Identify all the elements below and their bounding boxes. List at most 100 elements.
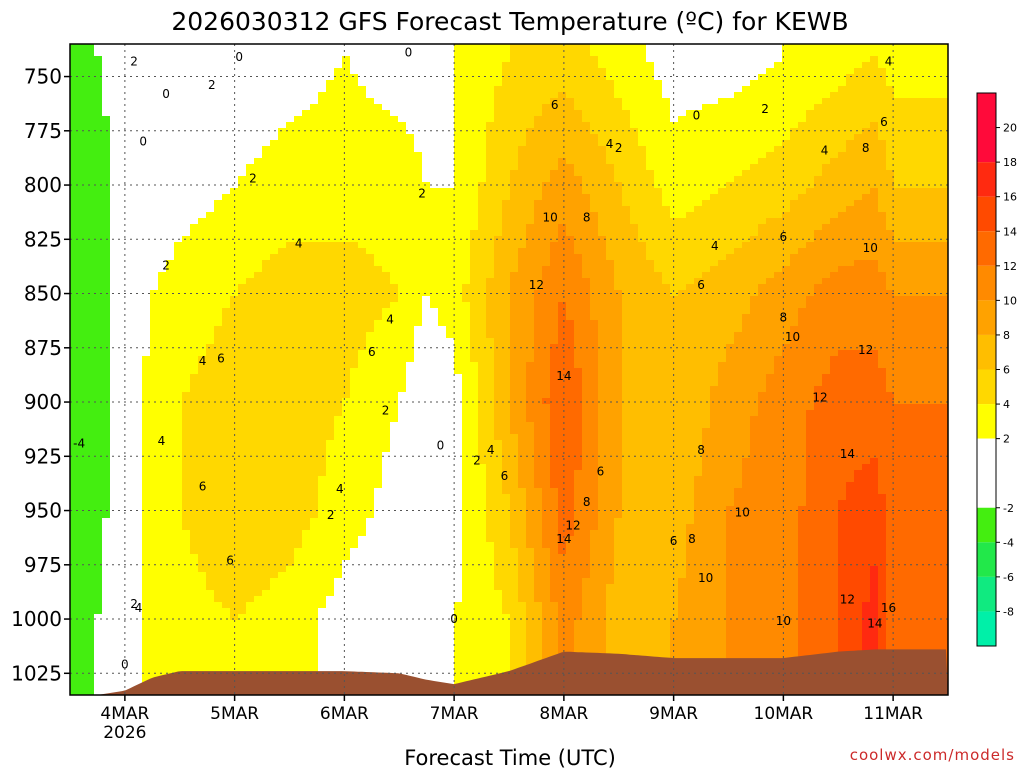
temperature-cell <box>150 338 159 345</box>
temperature-cell <box>174 74 183 81</box>
temperature-cell <box>198 248 207 255</box>
temperature-cell <box>334 212 343 219</box>
temperature-cell <box>422 512 431 519</box>
temperature-cell <box>422 212 431 219</box>
temperature-cell <box>302 512 311 519</box>
temperature-cell <box>342 650 351 657</box>
temperature-cell <box>134 524 143 531</box>
temperature-cell <box>86 524 95 531</box>
temperature-cell <box>214 110 223 117</box>
temperature-cell <box>70 302 79 309</box>
temperature-cell <box>222 644 231 651</box>
temperature-cell <box>422 674 431 681</box>
temperature-cell <box>94 362 103 369</box>
temperature-cell <box>310 638 319 645</box>
temperature-cell <box>134 260 143 267</box>
temperature-cell <box>398 176 407 183</box>
temperature-cell <box>166 68 175 75</box>
temperature-cell <box>70 638 79 645</box>
temperature-cell <box>382 632 391 639</box>
temperature-cell <box>278 320 287 327</box>
temperature-cell <box>326 398 335 405</box>
temperature-cell <box>94 644 103 651</box>
temperature-cell <box>70 230 79 237</box>
temperature-cell <box>398 134 407 141</box>
temperature-cell <box>142 218 151 225</box>
temperature-cell <box>182 284 191 291</box>
temperature-cell <box>318 374 327 381</box>
temperature-cell <box>102 158 111 165</box>
temperature-cell <box>398 512 407 519</box>
temperature-cell <box>78 452 87 459</box>
temperature-cell <box>270 422 279 429</box>
temperature-cell <box>366 98 375 105</box>
temperature-cell <box>126 584 135 591</box>
temperature-cell <box>326 404 335 411</box>
temperature-cell <box>350 140 359 147</box>
temperature-cell <box>70 446 79 453</box>
temperature-cell <box>350 398 359 405</box>
temperature-cell <box>166 620 175 627</box>
temperature-cell <box>406 86 415 93</box>
temperature-cell <box>318 500 327 507</box>
temperature-cell <box>102 536 111 543</box>
temperature-cell <box>94 590 103 597</box>
temperature-cell <box>398 92 407 99</box>
temperature-cell <box>262 98 271 105</box>
temperature-cell <box>278 194 287 201</box>
temperature-cell <box>110 476 119 483</box>
temperature-cell <box>118 212 127 219</box>
temperature-cell <box>350 566 359 573</box>
temperature-cell <box>198 560 207 567</box>
temperature-cell <box>174 632 183 639</box>
temperature-cell <box>78 416 87 423</box>
temperature-cell <box>142 464 151 471</box>
temperature-cell <box>174 416 183 423</box>
temperature-cell <box>310 254 319 261</box>
temperature-cell <box>326 332 335 339</box>
temperature-cell <box>94 242 103 249</box>
temperature-cell <box>422 608 431 615</box>
temperature-cell <box>342 476 351 483</box>
temperature-cell <box>358 284 367 291</box>
temperature-cell <box>118 572 127 579</box>
temperature-cell <box>406 470 415 477</box>
temperature-cell <box>262 650 271 657</box>
temperature-cell <box>78 356 87 363</box>
temperature-cell <box>430 194 439 201</box>
temperature-cell <box>374 476 383 483</box>
temperature-cell <box>222 362 231 369</box>
temperature-cell <box>182 476 191 483</box>
temperature-cell <box>254 494 263 501</box>
temperature-cell <box>110 182 119 189</box>
temperature-cell <box>374 602 383 609</box>
temperature-cell <box>286 440 295 447</box>
temperature-cell <box>390 224 399 231</box>
temperature-cell <box>206 98 215 105</box>
temperature-cell <box>326 644 335 651</box>
temperature-cell <box>318 602 327 609</box>
temperature-cell <box>358 296 367 303</box>
temperature-cell <box>198 152 207 159</box>
temperature-cell <box>206 170 215 177</box>
temperature-cell <box>246 626 255 633</box>
temperature-cell <box>102 326 111 333</box>
temperature-cell <box>270 578 279 585</box>
temperature-cell <box>142 134 151 141</box>
temperature-cell <box>182 590 191 597</box>
temperature-cell <box>430 128 439 135</box>
temperature-cell <box>310 506 319 513</box>
temperature-cell <box>158 602 167 609</box>
temperature-cell <box>278 236 287 243</box>
temperature-cell <box>350 344 359 351</box>
temperature-cell <box>174 272 183 279</box>
temperature-cell <box>214 398 223 405</box>
temperature-cell <box>342 440 351 447</box>
temperature-cell <box>174 314 183 321</box>
temperature-cell <box>342 542 351 549</box>
temperature-cell <box>382 494 391 501</box>
temperature-cell <box>174 512 183 519</box>
temperature-cell <box>318 368 327 375</box>
temperature-cell <box>422 548 431 555</box>
temperature-cell <box>262 404 271 411</box>
